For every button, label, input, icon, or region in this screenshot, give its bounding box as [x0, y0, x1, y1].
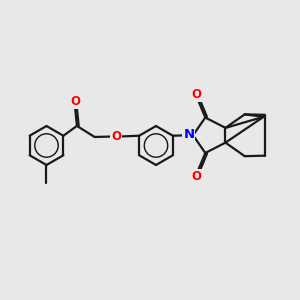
Text: O: O	[111, 130, 121, 143]
Text: O: O	[191, 169, 201, 183]
Text: N: N	[183, 128, 194, 141]
Text: O: O	[70, 95, 80, 108]
Text: O: O	[191, 88, 201, 101]
